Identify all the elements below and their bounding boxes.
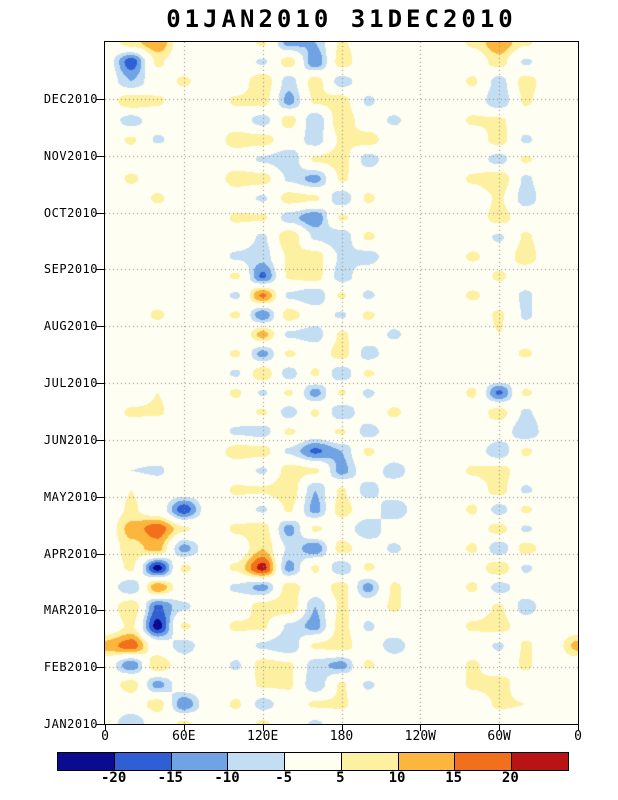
y-tick-mark bbox=[96, 667, 104, 668]
x-tick-label: 180 bbox=[329, 729, 354, 744]
colorbar-segment bbox=[341, 753, 399, 770]
x-tick-label: 0 bbox=[574, 729, 582, 744]
x-tick-mark bbox=[342, 724, 343, 731]
chart-title: 01JAN2010 31DEC2010 bbox=[166, 5, 517, 33]
y-tick-label: JAN2010 bbox=[43, 717, 98, 731]
y-tick-label: FEB2010 bbox=[43, 660, 98, 675]
y-tick-label: JUN2010 bbox=[43, 432, 98, 447]
x-tick-mark bbox=[105, 724, 106, 731]
colorbar-label: 10 bbox=[388, 770, 406, 786]
y-tick-label: AUG2010 bbox=[43, 319, 98, 334]
y-tick-mark bbox=[96, 383, 104, 384]
y-tick-mark bbox=[96, 99, 104, 100]
x-tick-mark bbox=[420, 724, 421, 731]
x-tick-label: 0 bbox=[101, 729, 109, 744]
y-tick-mark bbox=[96, 326, 104, 327]
colorbar-segment bbox=[228, 753, 286, 770]
y-tick-label: APR2010 bbox=[43, 546, 98, 561]
y-tick-label: SEP2010 bbox=[43, 262, 98, 277]
colorbar-segment bbox=[114, 753, 172, 770]
colorbar-segment bbox=[512, 753, 569, 770]
y-tick-mark bbox=[96, 156, 104, 157]
y-tick-mark bbox=[96, 610, 104, 611]
y-tick-mark bbox=[96, 554, 104, 555]
colorbar-label: -20 bbox=[101, 770, 127, 786]
colorbar bbox=[57, 752, 569, 771]
y-tick-mark bbox=[96, 269, 104, 270]
colorbar-label: -15 bbox=[157, 770, 183, 786]
x-tick-mark bbox=[499, 724, 500, 731]
x-tick-mark bbox=[263, 724, 264, 731]
heatmap-canvas bbox=[105, 42, 578, 724]
y-tick-label: MAR2010 bbox=[43, 603, 98, 618]
colorbar-segment bbox=[455, 753, 513, 770]
x-tick-label: 60W bbox=[487, 729, 511, 744]
plot-frame bbox=[104, 41, 579, 725]
colorbar-segment bbox=[398, 753, 456, 770]
x-tick-mark bbox=[184, 724, 185, 731]
y-tick-mark bbox=[96, 440, 104, 441]
x-tick-mark bbox=[578, 724, 579, 731]
colorbar-label: -10 bbox=[214, 770, 240, 786]
y-tick-mark bbox=[96, 213, 104, 214]
x-tick-label: 120W bbox=[404, 729, 436, 744]
y-tick-mark bbox=[96, 724, 104, 725]
x-tick-label: 60E bbox=[172, 729, 196, 744]
colorbar-segment bbox=[58, 753, 115, 770]
colorbar-label: 15 bbox=[445, 770, 463, 786]
colorbar-label: 20 bbox=[501, 770, 519, 786]
y-tick-label: DEC2010 bbox=[43, 91, 98, 106]
x-tick-label: 120E bbox=[247, 729, 279, 744]
colorbar-label: -5 bbox=[275, 770, 293, 786]
y-tick-label: JUL2010 bbox=[43, 376, 98, 390]
y-tick-label: NOV2010 bbox=[43, 148, 98, 163]
colorbar-segment bbox=[171, 753, 229, 770]
colorbar-segment bbox=[285, 753, 342, 770]
y-tick-mark bbox=[96, 497, 104, 498]
y-tick-label: OCT2010 bbox=[43, 205, 98, 220]
y-tick-label: MAY2010 bbox=[43, 489, 98, 504]
colorbar-label: 5 bbox=[336, 770, 345, 786]
